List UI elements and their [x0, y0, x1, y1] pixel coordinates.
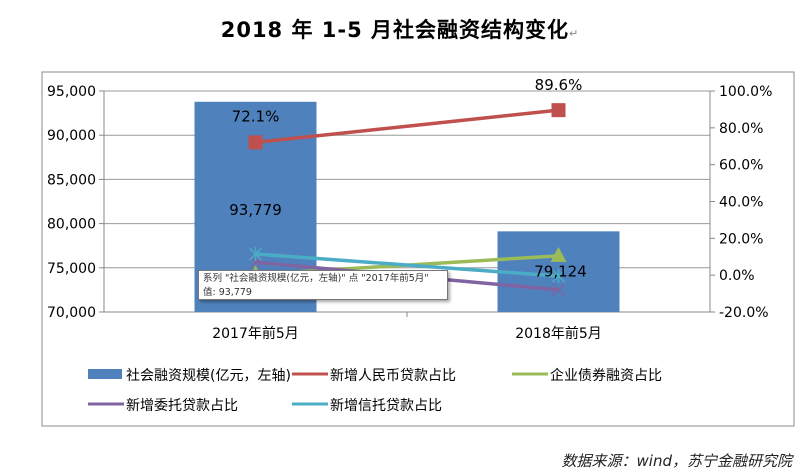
triangle-marker	[550, 246, 567, 262]
right-tick-label: 40.0%	[719, 195, 763, 211]
legend-label: 社会融资规模(亿元，左轴)	[126, 368, 291, 384]
tooltip-series: 系列 "社会融资规模(亿元，左轴)" 点 "2017年前5月"	[203, 273, 429, 284]
title-text: 2018 年 1-5 月社会融资结构变化	[220, 18, 570, 42]
x-tick-label: 2018年前5月	[515, 325, 602, 342]
chart-title: 2018 年 1-5 月社会融资结构变化↵	[0, 14, 800, 44]
left-tick-label: 85,000	[47, 172, 96, 188]
line-data-label: 89.6%	[535, 76, 583, 94]
legend-swatch	[88, 369, 122, 379]
line-data-label: 72.1%	[232, 107, 280, 125]
legend-label: 新增人民币贷款占比	[330, 368, 456, 384]
square-marker	[551, 103, 566, 118]
legend-label: 新增委托贷款占比	[126, 398, 238, 414]
x-tick-label: 2017年前5月	[212, 325, 299, 342]
right-tick-label: 80.0%	[719, 121, 763, 137]
bar-data-label: 93,779	[229, 201, 282, 219]
legend-label: 新增信托贷款占比	[330, 398, 442, 414]
left-tick-label: 95,000	[47, 84, 96, 100]
right-tick-label: -20.0%	[719, 305, 769, 321]
right-tick-label: 60.0%	[719, 158, 763, 174]
legend-label: 企业债券融资占比	[550, 367, 662, 384]
tooltip: 系列 "社会融资规模(亿元，左轴)" 点 "2017年前5月" 值: 93,77…	[198, 270, 448, 300]
x-marker	[551, 283, 566, 297]
return-mark: ↵	[569, 27, 580, 40]
right-tick-label: 0.0%	[719, 268, 755, 284]
square-marker	[248, 135, 263, 150]
right-tick-label: 100.0%	[719, 84, 772, 100]
left-tick-label: 80,000	[47, 217, 96, 233]
star-marker	[551, 269, 566, 284]
right-tick-label: 20.0%	[719, 231, 763, 247]
chart-frame	[41, 71, 795, 427]
star-marker	[248, 246, 263, 261]
bar-data-label: 79,124	[534, 262, 587, 280]
source-note: 数据来源：wind，苏宁金融研究院	[561, 452, 792, 470]
tooltip-value: 值: 93,779	[203, 287, 252, 298]
left-tick-label: 75,000	[47, 261, 96, 277]
left-tick-label: 90,000	[47, 128, 96, 144]
left-tick-label: 70,000	[47, 305, 96, 321]
series-line	[255, 108, 559, 145]
series-line	[255, 252, 559, 278]
